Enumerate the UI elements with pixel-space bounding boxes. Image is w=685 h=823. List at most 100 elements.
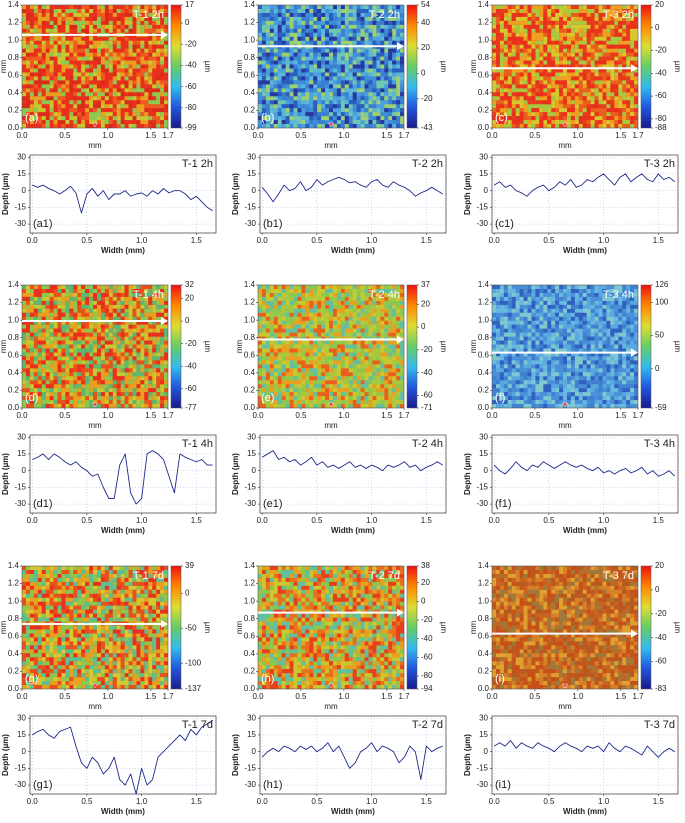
- y-axis-label: mm: [235, 621, 244, 635]
- surface-texture: [258, 566, 404, 689]
- x-tick-label: 0.0: [16, 411, 28, 420]
- panel-title: T-3 4h: [603, 289, 634, 301]
- y-tick-label: 0.2: [8, 667, 20, 676]
- y-tick-label: 30: [479, 432, 488, 441]
- x-tick-label: 0.5: [529, 131, 541, 140]
- y-tick-label: 0: [22, 466, 27, 475]
- panel-label: (b1): [263, 218, 283, 230]
- colorbar-tick-label: 0: [185, 588, 190, 597]
- plot-frame: [21, 565, 169, 690]
- colorbar-label: µm: [673, 61, 682, 73]
- surface-texture: [258, 285, 404, 408]
- x-axis-label: Width (mm): [563, 807, 607, 816]
- plot-frame: [491, 715, 679, 795]
- colorbar: [406, 4, 418, 129]
- y-tick-label: 1.2: [244, 298, 256, 307]
- surface-texture: [258, 566, 404, 689]
- surface-texture: [22, 285, 168, 408]
- plot-frame: [259, 434, 447, 514]
- x-tick-label: 0.0: [252, 131, 264, 140]
- x-tick-label: 1.7: [162, 411, 174, 420]
- section-marker: [328, 122, 334, 128]
- y-tick-label: 0.0: [244, 684, 256, 693]
- x-tick-label: 1.0: [366, 236, 378, 245]
- colorbar-label: µm: [439, 341, 448, 353]
- x-axis-label: Width (mm): [101, 526, 145, 535]
- colorbar-tick-label: -80: [185, 103, 197, 112]
- y-tick-label: 15: [17, 169, 26, 178]
- y-tick-label: 0.0: [478, 403, 490, 412]
- y-tick-label: 0.6: [244, 631, 256, 640]
- x-tick-label: 0.5: [81, 236, 93, 245]
- x-tick-label: 0.5: [59, 411, 71, 420]
- colorbar-tick-label: 0: [421, 597, 426, 606]
- y-tick-label: 0.2: [478, 386, 490, 395]
- y-tick-label: 0.0: [478, 684, 490, 693]
- colorbar-tick-label: 20: [421, 299, 430, 308]
- x-tick-label: 0.0: [489, 236, 501, 245]
- x-axis-label: mm: [324, 421, 338, 430]
- x-axis-label: Width (mm): [101, 246, 145, 255]
- panel-title: T-1 2h: [182, 158, 213, 170]
- colorbar-tick-label: -60: [655, 91, 667, 100]
- y-axis-label: Depth (µm): [1, 734, 10, 776]
- plot-frame: [257, 4, 405, 129]
- surface-texture: [258, 285, 404, 408]
- y-tick-label: 15: [247, 730, 256, 739]
- plot-frame: [21, 284, 169, 409]
- colorbar-tick-label: -80: [655, 114, 667, 123]
- plot-frame: [259, 154, 447, 234]
- panel-label: (b): [261, 112, 274, 124]
- colorbar-tick-label: 20: [185, 294, 194, 303]
- section-marker: [328, 402, 334, 408]
- profile-line: [493, 740, 675, 758]
- panel-title: T-1 4h: [182, 438, 213, 450]
- surface-texture: [492, 5, 638, 128]
- y-tick-label: -15: [244, 202, 256, 211]
- x-axis-label: Width (mm): [331, 246, 375, 255]
- plot-frame: [257, 565, 405, 690]
- y-tick-label: 1.2: [8, 18, 20, 27]
- surface-texture: [258, 5, 404, 128]
- x-tick-label: 1.5: [145, 131, 157, 140]
- y-tick-label: 0.2: [244, 106, 256, 115]
- y-tick-label: 0.4: [8, 88, 20, 97]
- x-tick-label: 0.0: [16, 692, 28, 701]
- panel-label: (f1): [495, 498, 512, 510]
- y-tick-label: 0: [252, 747, 257, 756]
- y-tick-label: -30: [14, 499, 26, 508]
- x-tick-label: 1.5: [381, 131, 393, 140]
- x-tick-label: 1.7: [162, 131, 174, 140]
- panel-title: T-1 2h: [133, 9, 164, 21]
- profile-arrowhead: [161, 30, 168, 39]
- plot-frame: [259, 715, 447, 795]
- colorbar-tick-label: -40: [655, 633, 667, 642]
- y-tick-label: 30: [247, 432, 256, 441]
- y-tick-label: 1.0: [478, 315, 490, 324]
- colorbar-tick-label: 100: [655, 297, 669, 306]
- x-tick-label: 1.0: [338, 131, 350, 140]
- y-tick-label: 15: [479, 169, 488, 178]
- y-axis-label: mm: [469, 621, 478, 635]
- x-tick-label: 1.0: [598, 516, 610, 525]
- y-tick-label: 1.0: [8, 596, 20, 605]
- section-marker: [562, 122, 568, 128]
- surface-texture: [22, 285, 168, 408]
- colorbar: [406, 565, 418, 690]
- x-tick-label: 1.0: [338, 692, 350, 701]
- y-axis-label: Depth (µm): [463, 734, 472, 776]
- colorbar-label: µm: [673, 622, 682, 634]
- y-tick-label: 0.2: [244, 667, 256, 676]
- profile-line: [32, 184, 213, 214]
- plot-frame: [257, 284, 405, 409]
- y-tick-label: 1.0: [478, 596, 490, 605]
- y-tick-label: 15: [247, 169, 256, 178]
- x-tick-label: 0.5: [543, 797, 555, 806]
- x-tick-label: 0.5: [543, 516, 555, 525]
- colorbar-tick-label: -20: [655, 609, 667, 618]
- colorbar-tick-label: -40: [421, 634, 433, 643]
- colorbar-tick-label: -43: [421, 123, 433, 132]
- x-axis-label: mm: [88, 141, 102, 150]
- profile-line: [31, 720, 213, 795]
- y-tick-label: 0.0: [244, 123, 256, 132]
